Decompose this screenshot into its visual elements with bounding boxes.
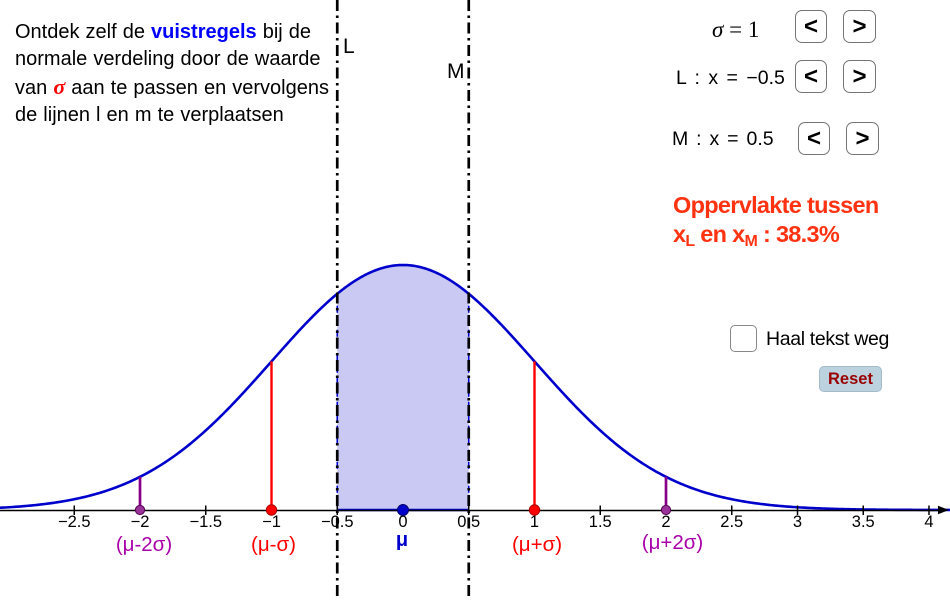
svg-text:(μ+2σ): (μ+2σ) bbox=[642, 531, 704, 554]
svg-text:−2: −2 bbox=[131, 513, 150, 531]
svg-text:4: 4 bbox=[924, 513, 933, 531]
svg-text:M: M bbox=[447, 60, 465, 83]
svg-text:3: 3 bbox=[793, 513, 802, 531]
svg-text:0: 0 bbox=[398, 513, 407, 531]
svg-text:−0.5: −0.5 bbox=[321, 513, 354, 531]
svg-text:−1: −1 bbox=[262, 513, 281, 531]
svg-text:2.5: 2.5 bbox=[720, 513, 743, 531]
svg-text:3.5: 3.5 bbox=[852, 513, 875, 531]
svg-text:1.5: 1.5 bbox=[589, 513, 612, 531]
svg-text:(μ+σ): (μ+σ) bbox=[512, 533, 562, 556]
svg-text:1: 1 bbox=[530, 513, 539, 531]
svg-text:L: L bbox=[343, 35, 355, 58]
svg-text:(μ-σ): (μ-σ) bbox=[251, 533, 296, 556]
svg-text:2: 2 bbox=[661, 513, 670, 531]
svg-text:0.5: 0.5 bbox=[457, 513, 480, 531]
svg-text:−2.5: −2.5 bbox=[58, 513, 91, 531]
svg-text:μ: μ bbox=[396, 529, 408, 551]
svg-text:−1.5: −1.5 bbox=[189, 513, 222, 531]
svg-text:(μ-2σ): (μ-2σ) bbox=[116, 533, 172, 556]
